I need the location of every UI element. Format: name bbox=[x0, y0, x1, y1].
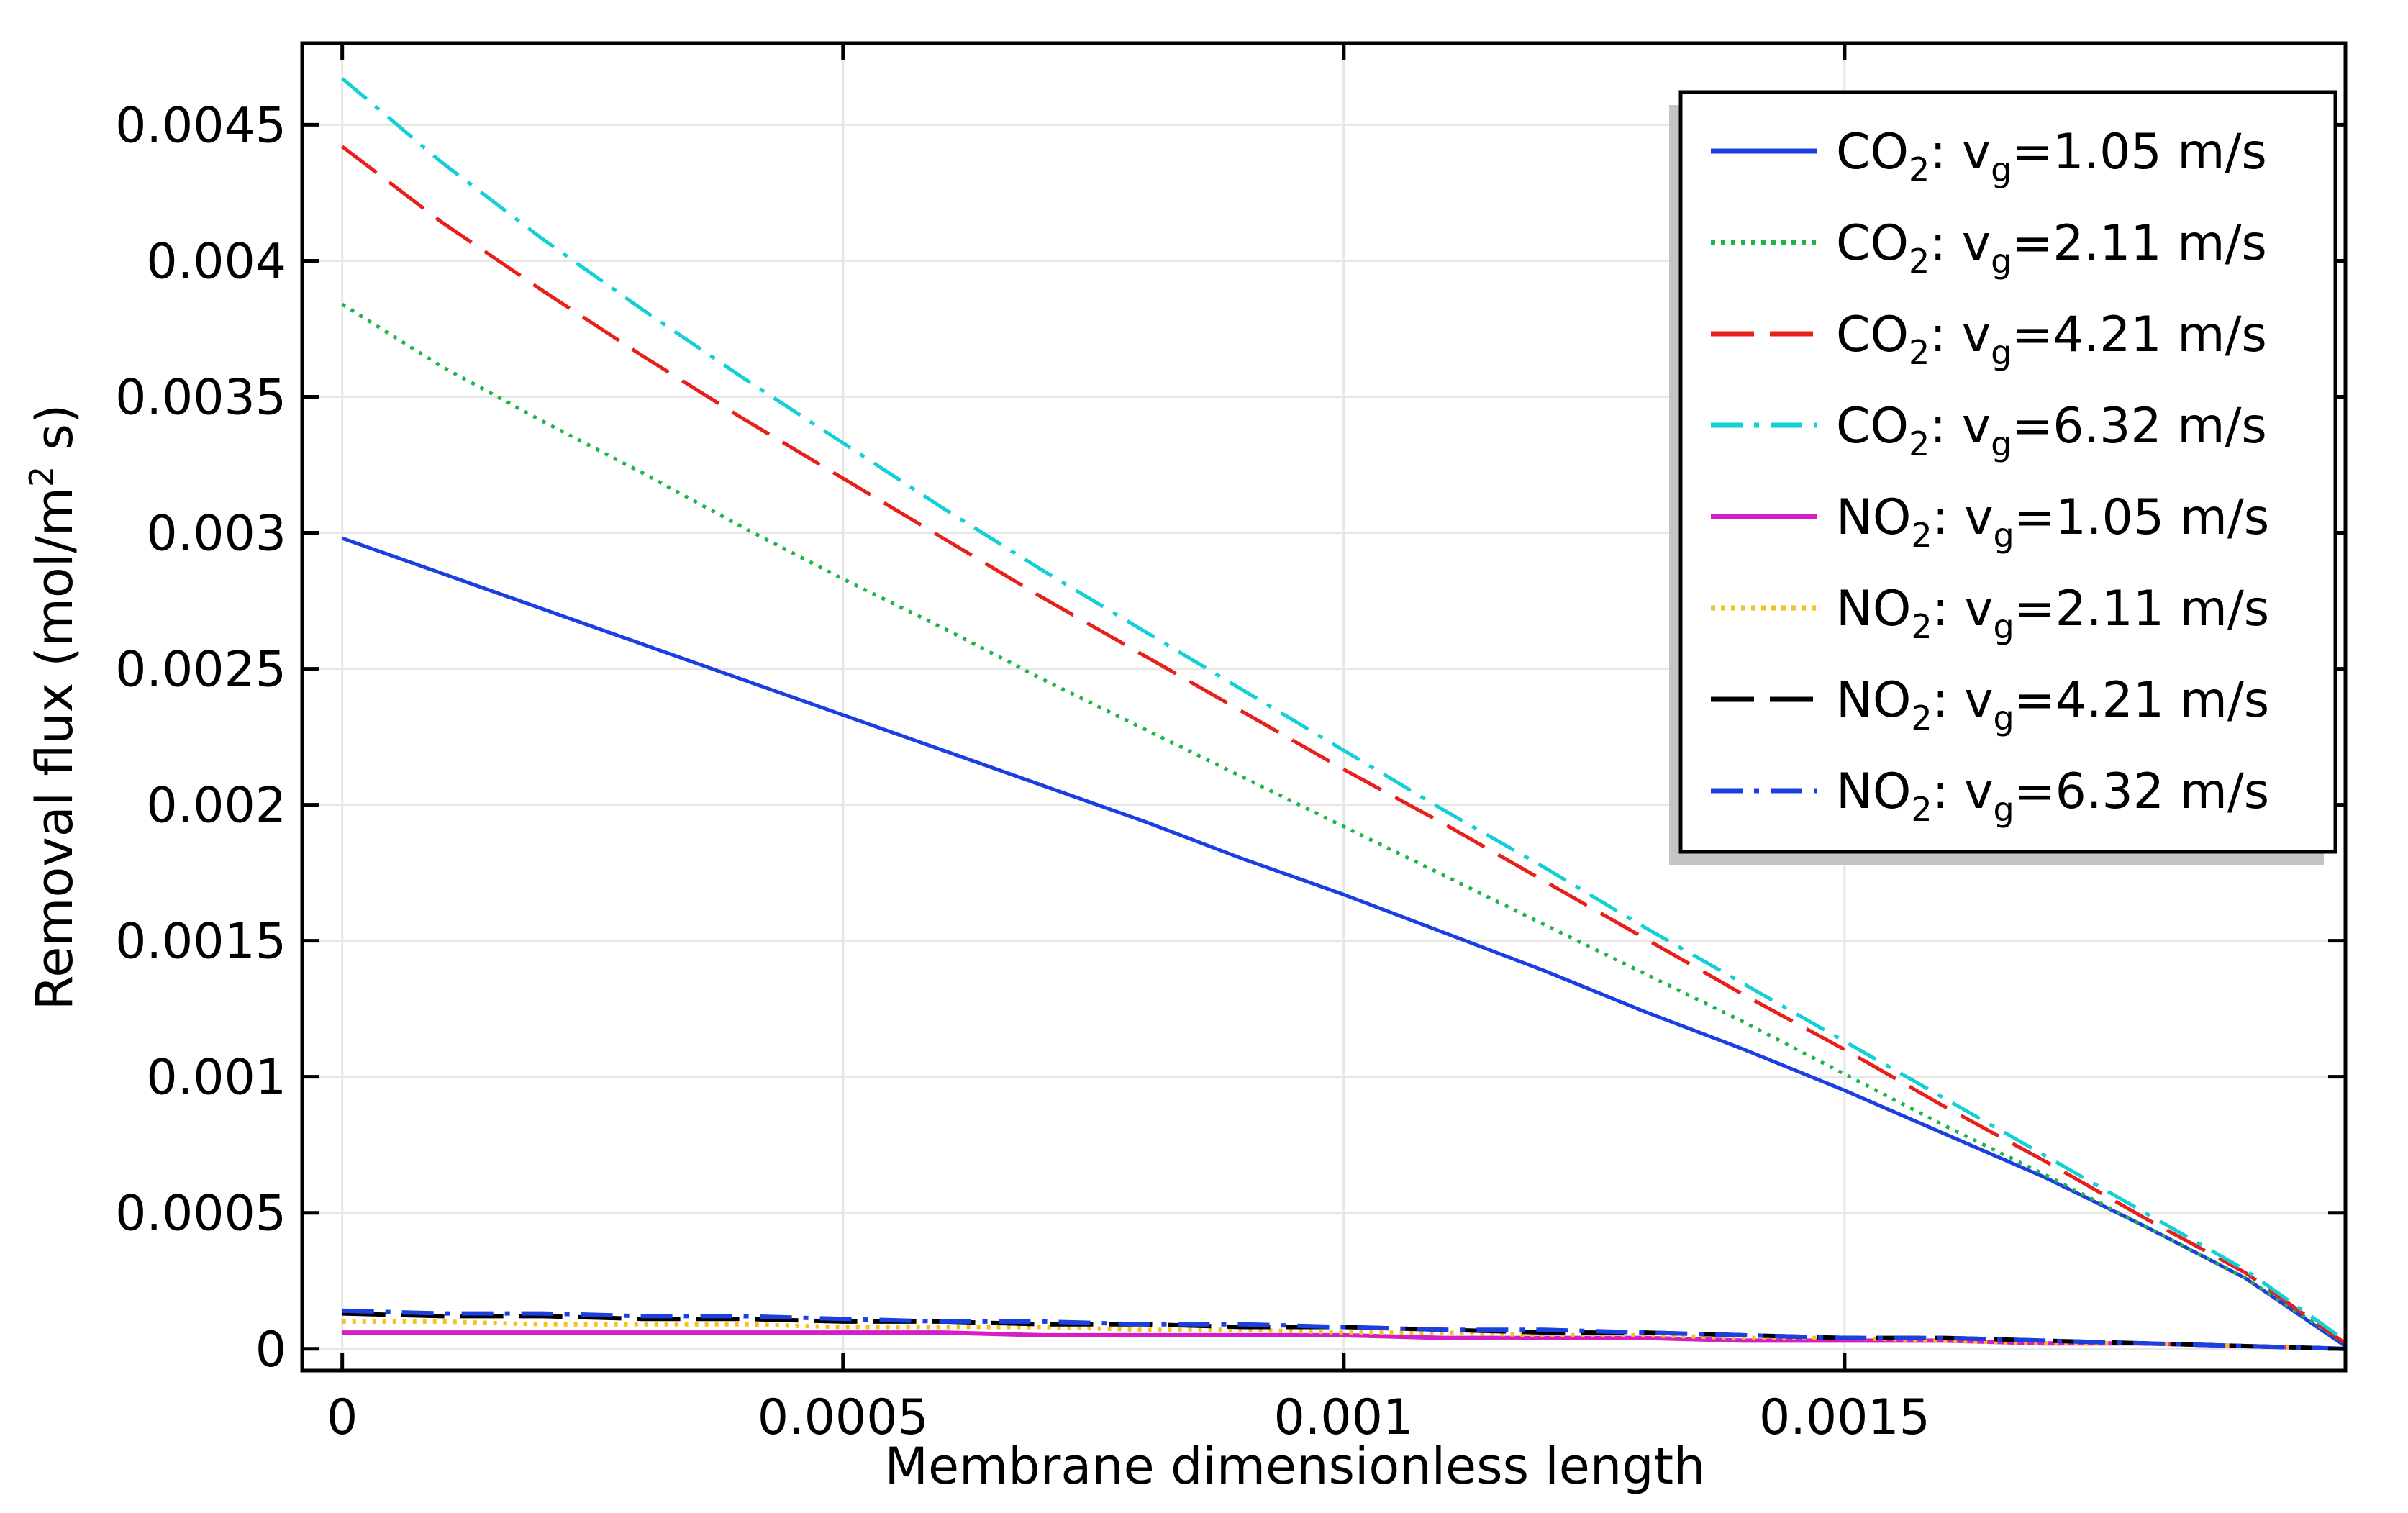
series-line-co2-2 bbox=[341, 302, 2347, 1345]
legend-box bbox=[1678, 90, 2337, 854]
legend-label: CO2: vg=6.32 m/s bbox=[1836, 398, 2267, 463]
y-tick-label: 0.002 bbox=[146, 778, 286, 835]
legend-label: NO2: vg=1.05 m/s bbox=[1836, 489, 2269, 555]
axis-ticks bbox=[302, 43, 2345, 1371]
series-line-no2-1 bbox=[342, 1330, 2346, 1351]
legend-item: NO2: vg=6.32 m/s bbox=[1711, 763, 2269, 829]
x-axis-title: Membrane dimensionless length bbox=[885, 1437, 1706, 1496]
y-axis-tick-labels: 0 0.0005 0.001 0.0015 0.002 0.0025 0.003 0.0035… bbox=[115, 97, 286, 1378]
series-lines bbox=[341, 77, 2347, 1351]
legend-entries: CO2: vg=1.05 m/s CO2: vg=2.11 m/s CO2: vg=… bbox=[1711, 124, 2269, 829]
y-axis-title-end: s) bbox=[25, 404, 84, 466]
series-line-no2-2 bbox=[342, 1319, 2346, 1351]
legend-item: CO2: vg=4.21 m/s bbox=[1711, 306, 2267, 372]
y-tick-label: 0.0045 bbox=[115, 97, 286, 154]
legend-label: CO2: vg=4.21 m/s bbox=[1836, 306, 2267, 372]
series-line-no2-4 bbox=[342, 1308, 2346, 1351]
legend-label: NO2: vg=2.11 m/s bbox=[1836, 581, 2269, 646]
plot-frame bbox=[300, 41, 2348, 1373]
y-tick-label: 0.003 bbox=[146, 506, 286, 563]
y-tick-label: 0.004 bbox=[146, 233, 286, 290]
legend-label: NO2: vg=4.21 m/s bbox=[1836, 672, 2269, 737]
legend-item: NO2: vg=2.11 m/s bbox=[1711, 581, 2269, 646]
y-tick-label: 0.0025 bbox=[115, 642, 286, 699]
y-tick-label: 0.0035 bbox=[115, 369, 286, 426]
legend: CO2: vg=1.05 m/s CO2: vg=2.11 m/s CO2: vg=… bbox=[1669, 90, 2337, 865]
legend-item: CO2: vg=1.05 m/s bbox=[1711, 124, 2267, 189]
x-tick-label: 0 bbox=[327, 1389, 358, 1446]
x-tick-label: 0.001 bbox=[1274, 1389, 1414, 1446]
series-line-co2-1 bbox=[341, 536, 2347, 1348]
y-axis-title-main: Removal flux (mol/m bbox=[25, 487, 84, 1010]
legend-label: NO2: vg=6.32 m/s bbox=[1836, 763, 2269, 829]
y-tick-label: 0.0005 bbox=[115, 1186, 286, 1242]
x-tick-label: 0.0005 bbox=[758, 1389, 929, 1446]
x-tick-label: 0.0015 bbox=[1759, 1389, 1930, 1446]
legend-item: CO2: vg=2.11 m/s bbox=[1711, 215, 2267, 281]
series-line-co2-3 bbox=[341, 145, 2347, 1345]
legend-label: CO2: vg=2.11 m/s bbox=[1836, 215, 2267, 281]
legend-item: NO2: vg=1.05 m/s bbox=[1711, 489, 2269, 555]
y-axis-title-superscript: 2 bbox=[22, 466, 61, 487]
series-line-co2-4 bbox=[341, 77, 2347, 1342]
legend-item: CO2: vg=6.32 m/s bbox=[1711, 398, 2267, 463]
y-tick-label: 0 bbox=[255, 1322, 286, 1378]
y-tick-label: 0.0015 bbox=[115, 914, 286, 971]
series-line-no2-3 bbox=[342, 1311, 2346, 1351]
y-tick-label: 0.001 bbox=[146, 1050, 286, 1107]
legend-item: NO2: vg=4.21 m/s bbox=[1711, 672, 2269, 737]
y-axis-title: Removal flux (mol/m2 s) bbox=[22, 404, 84, 1011]
legend-label: CO2: vg=1.05 m/s bbox=[1836, 124, 2267, 189]
x-axis-tick-labels: 0 0.0005 0.001 0.0015 bbox=[327, 1389, 1930, 1446]
